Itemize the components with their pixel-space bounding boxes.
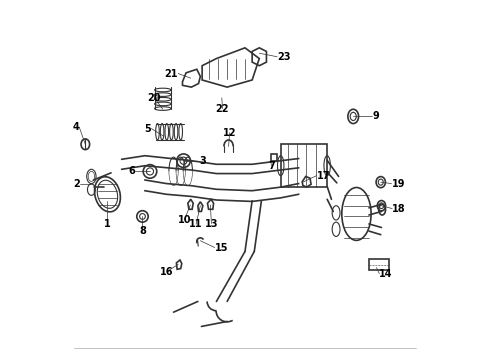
Text: 22: 22 [216,104,229,113]
Text: 12: 12 [223,128,236,138]
Text: 15: 15 [215,243,228,252]
Text: 8: 8 [139,226,146,237]
Text: 23: 23 [277,52,291,62]
Text: 1: 1 [104,219,111,229]
Text: 21: 21 [165,68,178,78]
Text: 4: 4 [73,122,79,132]
Text: 7: 7 [268,161,275,171]
Bar [281,144,327,187]
Text: 2: 2 [73,179,80,189]
Text: 5: 5 [145,123,151,134]
Text: 17: 17 [317,171,330,181]
Text: 11: 11 [189,219,203,229]
Text: 16: 16 [160,267,173,277]
Text: 14: 14 [379,269,393,279]
Text: 19: 19 [392,179,405,189]
Text: 20: 20 [147,93,161,103]
Text: 13: 13 [205,219,218,229]
Text: 10: 10 [177,215,191,225]
Text: 9: 9 [372,111,379,121]
Text: 3: 3 [199,156,206,166]
Bar [270,154,277,161]
Text: 18: 18 [392,203,406,213]
Text: 6: 6 [128,166,135,176]
Bar [368,259,389,270]
